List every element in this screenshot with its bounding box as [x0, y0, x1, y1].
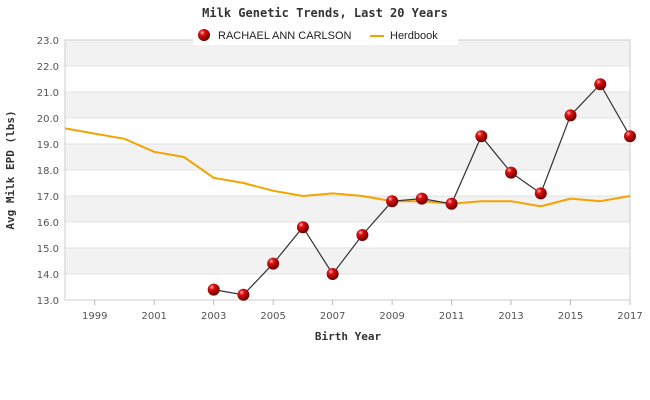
x-tick-label: 2011 — [439, 311, 464, 322]
chart-title: Milk Genetic Trends, Last 20 Years — [202, 6, 448, 20]
data-point[interactable] — [207, 283, 220, 296]
x-tick-label: 2001 — [141, 311, 166, 322]
y-tick-label: 18.0 — [37, 166, 59, 177]
data-point[interactable] — [356, 229, 369, 241]
data-point[interactable] — [564, 109, 577, 122]
y-tick-label: 16.0 — [37, 218, 59, 229]
series-herdbook — [64, 127, 631, 208]
data-point[interactable] — [267, 257, 280, 270]
data-point[interactable] — [386, 195, 399, 208]
series-rachael-ann-carlson — [207, 78, 636, 301]
plot-band — [65, 66, 630, 92]
legend-label-rachael-ann-carlson[interactable]: RACHAEL ANN CARLSON — [218, 30, 352, 42]
data-point[interactable] — [624, 130, 636, 143]
y-tick-label: 20.0 — [37, 114, 59, 125]
y-tick-label: 13.0 — [37, 296, 59, 307]
herdbook-line — [64, 127, 631, 208]
x-tick-label: 2003 — [201, 311, 226, 322]
y-tick-label: 14.0 — [37, 270, 59, 281]
x-tick-label: 2017 — [617, 311, 642, 322]
y-tick-label: 17.0 — [37, 192, 59, 203]
plot-band — [65, 118, 630, 144]
plot-band — [65, 274, 630, 300]
data-point[interactable] — [415, 192, 428, 205]
plot-band — [65, 92, 630, 118]
x-tick-label: 2013 — [498, 311, 523, 322]
data-point[interactable] — [475, 130, 488, 143]
plot-bands — [65, 40, 630, 300]
x-tick-label: 1999 — [82, 311, 107, 322]
x-tick-label: 2015 — [558, 311, 583, 322]
data-point[interactable] — [296, 221, 309, 234]
legend-background — [193, 24, 458, 45]
data-point[interactable] — [445, 197, 458, 210]
x-axis-title: Birth Year — [315, 330, 382, 343]
x-tick-label: 2005 — [260, 311, 285, 322]
x-tick-label: 2009 — [379, 311, 404, 322]
legend: RACHAEL ANN CARLSON Herdbook — [193, 24, 458, 45]
y-tick-label: 19.0 — [37, 140, 59, 151]
y-tick-label: 21.0 — [37, 88, 59, 99]
y-tick-label: 23.0 — [37, 36, 59, 47]
data-point[interactable] — [534, 187, 547, 200]
data-point[interactable] — [326, 268, 339, 280]
x-tick-label: 2007 — [320, 311, 345, 322]
x-tick-labels: 1999 2001 2003 2005 2007 2009 2011 2013 2015 2017 — [82, 300, 643, 322]
legend-marker-rachael-ann-carlson[interactable] — [198, 29, 210, 41]
plot-band — [65, 248, 630, 274]
data-point[interactable] — [505, 166, 518, 179]
data-point[interactable] — [594, 78, 607, 91]
plot-band — [65, 144, 630, 170]
plot-band — [65, 196, 630, 222]
y-tick-label: 22.0 — [37, 62, 59, 73]
plot-band — [65, 222, 630, 248]
legend-label-herdbook[interactable]: Herdbook — [390, 30, 438, 42]
y-tick-label: 15.0 — [37, 244, 59, 255]
y-axis-title: Avg Milk EPD (lbs) — [4, 110, 17, 229]
y-tick-labels: 13.0 14.0 15.0 16.0 17.0 18.0 19.0 20.0 21.0 22.0… — [37, 36, 59, 307]
data-point[interactable] — [237, 288, 250, 301]
